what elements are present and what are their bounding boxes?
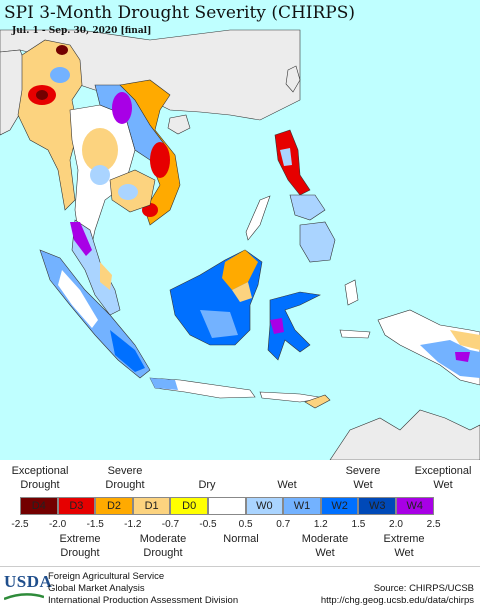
legend-tick: -2.5 xyxy=(11,519,28,530)
legend-box-d1: D1 xyxy=(133,497,171,515)
myanmar-d4-patch xyxy=(36,90,48,100)
agency-line-3: International Production Assessment Divi… xyxy=(48,595,238,606)
agency-line-1: Foreign Agricultural Service xyxy=(48,571,164,582)
legend-tick: -0.7 xyxy=(162,519,179,530)
legend-box-normal xyxy=(208,497,246,515)
legend-top-label: Dry xyxy=(198,478,215,492)
agency-line-2: Global Market Analysis xyxy=(48,583,145,594)
legend-bottom-label: Normal xyxy=(223,532,258,546)
legend-box-w0: W0 xyxy=(246,497,284,515)
thailand-w0 xyxy=(90,165,110,185)
laos-w4 xyxy=(112,92,132,124)
source-text: Source: CHIRPS/UCSB xyxy=(374,583,474,594)
legend-top-label: Severe Wet xyxy=(346,464,381,492)
legend-bottom-label: Extreme Drought xyxy=(60,532,101,560)
vietnam-d3 xyxy=(150,142,170,178)
cambodia-w0 xyxy=(118,184,138,200)
legend-tick: -1.5 xyxy=(87,519,104,530)
source-url[interactable]: http://chg.geog.ucsb.edu/data/chirps xyxy=(321,595,474,606)
legend-box-d0: D0 xyxy=(170,497,208,515)
map-title: SPI 3-Month Drought Severity (CHIRPS) xyxy=(4,3,355,23)
usda-swoosh-icon xyxy=(4,591,44,601)
legend-box-w1: W1 xyxy=(283,497,321,515)
legend-box-d4: D4 xyxy=(20,497,58,515)
legend-tick: 1.5 xyxy=(351,519,365,530)
legend-tick: 2.5 xyxy=(427,519,441,530)
legend-box-w2: W2 xyxy=(321,497,359,515)
legend-tick: 1.2 xyxy=(314,519,328,530)
drought-map: SPI 3-Month Drought Severity (CHIRPS) Ju… xyxy=(0,0,480,460)
legend-tick: -1.2 xyxy=(124,519,141,530)
legend-bottom-label: Extreme Wet xyxy=(384,532,425,560)
legend-tick: 0.5 xyxy=(239,519,253,530)
usda-logo: USDA xyxy=(4,572,52,592)
map-subtitle: Jul. 1 - Sep. 30, 2020 [final] xyxy=(11,26,151,36)
legend-bottom-label: Moderate Drought xyxy=(140,532,186,560)
legend-top-label: Exceptional Wet xyxy=(415,464,472,492)
legend-box-w4: W4 xyxy=(396,497,434,515)
legend-tick: -2.0 xyxy=(49,519,66,530)
myanmar-north-patch xyxy=(56,45,68,55)
legend-top-label: Exceptional Drought xyxy=(12,464,69,492)
legend-top-label: Wet xyxy=(277,478,296,492)
legend-box-w3: W3 xyxy=(358,497,396,515)
legend-tick: 0.7 xyxy=(276,519,290,530)
legend-box-d3: D3 xyxy=(58,497,96,515)
legend-bottom-label: Moderate Wet xyxy=(302,532,348,560)
legend-tick: 2.0 xyxy=(389,519,403,530)
legend-top-label: Severe Drought xyxy=(105,464,144,492)
myanmar-wet-patch xyxy=(50,67,70,83)
legend-tick: -0.5 xyxy=(199,519,216,530)
legend-box-d2: D2 xyxy=(95,497,133,515)
